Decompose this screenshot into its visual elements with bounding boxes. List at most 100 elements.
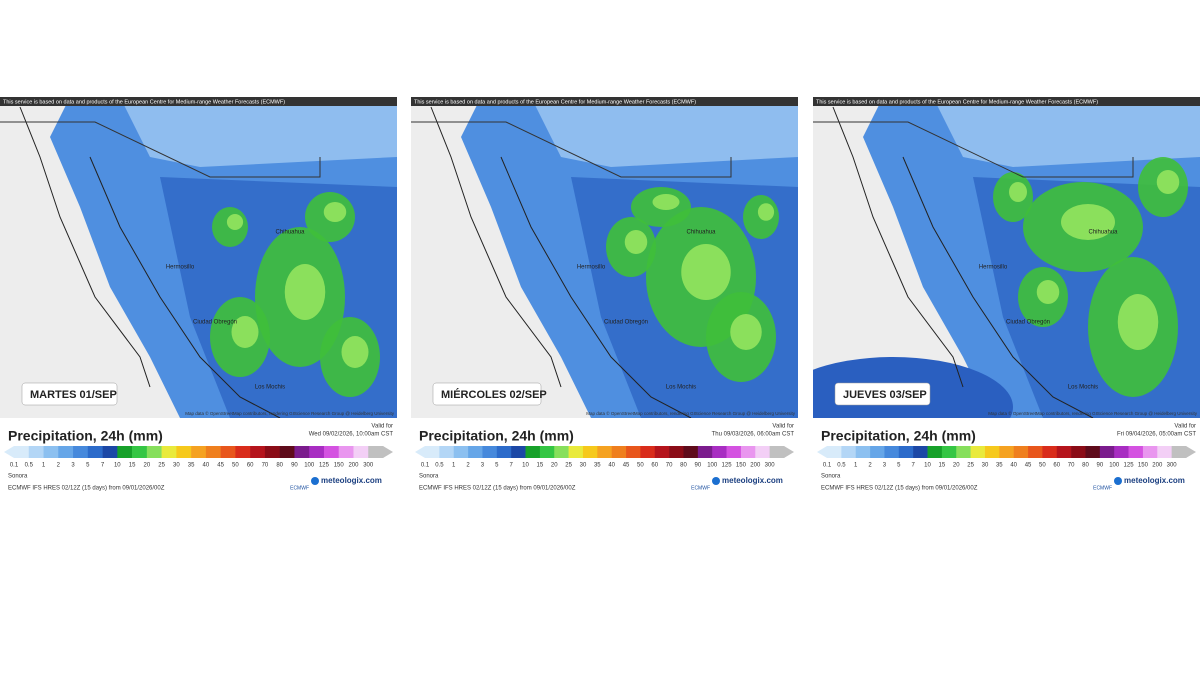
- legend-swatch: [827, 446, 842, 458]
- legend-label: 15: [939, 463, 946, 469]
- legend-swatch: [626, 446, 641, 458]
- legend-label: 5: [86, 463, 90, 469]
- model-info: ECMWF IFS HRES 02/12Z (15 days) from 09/…: [419, 486, 576, 492]
- precip-green-light: [1156, 170, 1180, 194]
- legend-swatch: [740, 446, 756, 458]
- precip-green-light: [341, 336, 369, 368]
- legend-label: 125: [1124, 463, 1135, 469]
- legend-swatch: [28, 446, 44, 458]
- legend-label: 25: [158, 463, 165, 469]
- legend-label: 30: [982, 463, 989, 469]
- day-label-box: [432, 382, 542, 406]
- legend-label: 15: [537, 463, 544, 469]
- region: Sonora: [419, 474, 439, 480]
- legend-swatch: [683, 446, 699, 458]
- legend-swatch: [482, 446, 498, 458]
- legend-label: 35: [996, 463, 1003, 469]
- legend-swatch: [841, 446, 857, 458]
- valid-label: Valid for: [1174, 424, 1196, 430]
- attribution: This service is based on data and produc…: [3, 99, 285, 105]
- legend-label: 70: [1068, 463, 1075, 469]
- legend-label: 7: [911, 463, 915, 469]
- coastline: [430, 106, 692, 418]
- map: Hermosillo Ciudad Obregón Los Mochis Chihua…: [411, 97, 798, 418]
- legend-title: Precipitation, 24h (mm): [8, 428, 163, 444]
- legend-arrow-right: [383, 446, 393, 458]
- precip-light: [933, 97, 1200, 167]
- day-label-box: [21, 382, 118, 406]
- legend-swatch: [279, 446, 295, 458]
- legend-label: 7: [101, 463, 105, 469]
- attribution-bar: [411, 97, 798, 106]
- legend-swatch: [176, 446, 192, 458]
- legend-label: 70: [666, 463, 673, 469]
- legend-swatch: [132, 446, 148, 458]
- logo-icon: [712, 477, 720, 485]
- legend-label: 60: [1053, 463, 1060, 469]
- legend-label: 25: [967, 463, 974, 469]
- legend-label: 7: [509, 463, 513, 469]
- legend-swatch: [1085, 446, 1101, 458]
- legend-swatch: [1171, 446, 1187, 458]
- legend-swatch: [250, 446, 266, 458]
- precip-green-light: [323, 202, 347, 222]
- city-label: Chihuahua: [1088, 230, 1118, 236]
- map-credit: Map data © OpenStreetMap contributors, r…: [988, 410, 1197, 416]
- legend-swatch: [726, 446, 742, 458]
- precip-green-light: [1117, 294, 1159, 350]
- legend-label: 100: [304, 463, 315, 469]
- legend-arrow-right: [1186, 446, 1196, 458]
- legend-label: 300: [1167, 463, 1178, 469]
- legend-label: 90: [291, 463, 298, 469]
- legend-swatch: [1013, 446, 1029, 458]
- legend-swatch: [1142, 446, 1158, 458]
- legend-label: 125: [722, 463, 733, 469]
- legend-arrow-left: [817, 446, 827, 458]
- precip-green-light: [1009, 182, 1027, 202]
- legend-swatch: [884, 446, 900, 458]
- city-label: Los Mochis: [255, 385, 285, 391]
- legend-label: 2: [57, 463, 61, 469]
- legend-swatch: [913, 446, 928, 458]
- logo-site: meteologix.com: [722, 476, 783, 485]
- legend-label: 40: [608, 463, 615, 469]
- legend-label: 20: [143, 463, 150, 469]
- legend-label: 200: [1152, 463, 1163, 469]
- legend-label: 150: [1138, 463, 1149, 469]
- region: Sonora: [8, 474, 28, 480]
- precip-green-light: [681, 244, 731, 300]
- legend-swatch: [338, 446, 354, 458]
- legend-swatch: [697, 446, 713, 458]
- border: [0, 121, 321, 178]
- legend-swatch: [264, 446, 280, 458]
- attribution: This service is based on data and produc…: [414, 99, 696, 105]
- precip-green-light: [624, 230, 648, 254]
- legend-swatch: [999, 446, 1014, 458]
- legend-swatch: [309, 446, 325, 458]
- legend-label: 300: [363, 463, 374, 469]
- precip-green-light: [730, 314, 762, 350]
- legend-arrow-right: [784, 446, 794, 458]
- legend-label: 10: [522, 463, 529, 469]
- legend-label: 10: [114, 463, 121, 469]
- legend-swatch: [511, 446, 526, 458]
- legend-arrow-left: [415, 446, 425, 458]
- legend-label: 300: [765, 463, 776, 469]
- legend-swatch: [220, 446, 236, 458]
- valid-time: Wed 09/02/2026, 10:00am CST: [309, 432, 394, 438]
- legend-swatch: [425, 446, 440, 458]
- legend-label: 1: [854, 463, 858, 469]
- legend-label: 3: [481, 463, 485, 469]
- legend-label: 50: [232, 463, 239, 469]
- legend-swatch: [669, 446, 684, 458]
- map-credit: Map data © OpenStreetMap contributors, r…: [185, 410, 394, 416]
- forecast-panel: Hermosillo Ciudad Obregón Los Mochis Chihua…: [411, 97, 798, 492]
- legend-swatch: [1042, 446, 1058, 458]
- legend-label: 0.1: [10, 463, 19, 469]
- region: Sonora: [821, 474, 841, 480]
- legend-swatch: [146, 446, 162, 458]
- forecast-panel: Hermosillo Ciudad Obregón Los Mochis Chihua…: [813, 97, 1200, 492]
- city-label: Los Mochis: [666, 385, 696, 391]
- legend-swatch: [941, 446, 957, 458]
